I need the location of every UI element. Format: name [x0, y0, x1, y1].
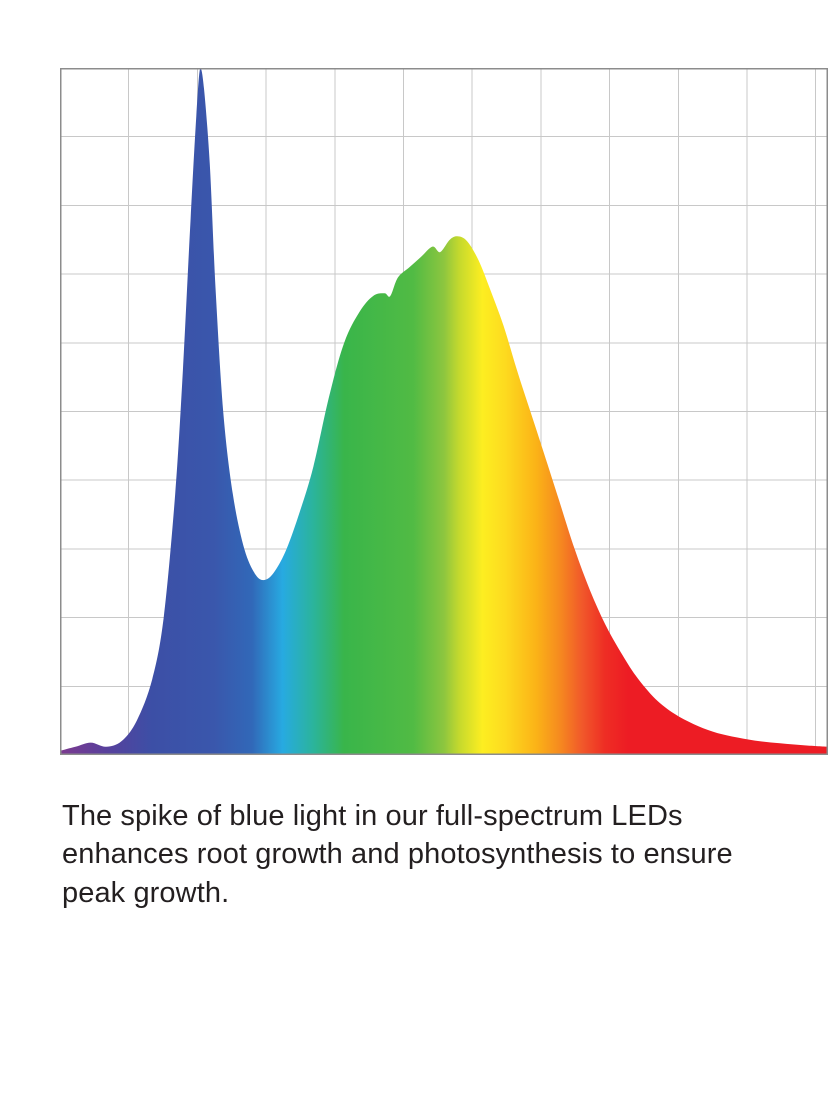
chart-caption: The spike of blue light in our full-spec… [62, 800, 733, 909]
spectrum-area-plot [60, 68, 828, 755]
led-spectrum-chart [60, 68, 828, 755]
